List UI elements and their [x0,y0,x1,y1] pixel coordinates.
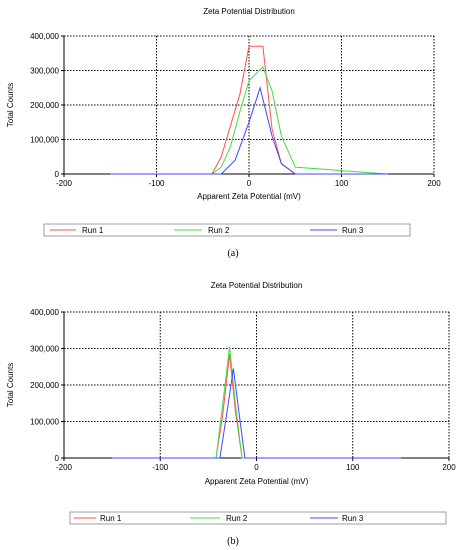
x-axis-label: Apparent Zeta Potential (mV) [205,477,309,486]
y-axis-label: Total Counts [6,83,15,127]
series-line-3 [110,85,388,175]
x-tick-label: 200 [427,179,441,188]
legend-label-3: Run 3 [342,226,364,235]
x-tick-label: 100 [346,463,360,472]
y-tick-label: 400,000 [30,308,59,317]
series-line-1 [110,45,388,175]
legend-label-3: Run 3 [342,514,364,523]
y-tick-label: 300,000 [30,345,59,354]
x-tick-label: -200 [56,179,73,188]
chart-title: Zeta Potential Distribution [203,7,295,16]
x-tick-label: 200 [442,463,456,472]
series-line-2 [110,66,388,175]
y-axis-label: Total Counts [6,363,15,407]
x-tick-label: -100 [148,179,165,188]
y-tick-label: 0 [55,454,60,463]
legend-box [43,223,411,237]
series-line-3 [112,368,401,459]
legend: Run 1 Run 2 Run 3 [69,511,447,525]
y-tick-label: 300,000 [30,67,59,76]
y-tick-label: 0 [55,170,60,179]
x-tick-label: -100 [152,463,169,472]
x-axis-label: Apparent Zeta Potential (mV) [197,192,301,201]
panel-label: (a) [227,248,238,259]
y-tick-label: 200,000 [30,101,59,110]
x-tick-label: 100 [335,179,349,188]
legend-label-1: Run 1 [100,514,122,523]
chart-title: Zeta Potential Distribution [211,281,303,290]
y-tick-label: 100,000 [30,136,59,145]
chart-b: Zeta Potential Distribution -200 -100 0 100 2… [6,281,456,547]
legend-label-2: Run 2 [226,514,248,523]
x-tick-label: 0 [254,463,259,472]
legend-label-2: Run 2 [208,226,230,235]
y-tick-label: 100,000 [30,418,59,427]
y-tick-label: 400,000 [30,32,59,41]
panel-label: (b) [227,536,239,547]
x-tick-label: -200 [56,463,73,472]
y-tick-label: 200,000 [30,381,59,390]
x-tick-label: 0 [247,179,252,188]
legend: Run 1 Run 2 Run 3 [43,223,411,237]
legend-label-1: Run 1 [82,226,104,235]
chart-a: Zeta Potential Distribution -200 -100 0 100 2… [6,7,441,259]
legend-box [69,511,447,525]
